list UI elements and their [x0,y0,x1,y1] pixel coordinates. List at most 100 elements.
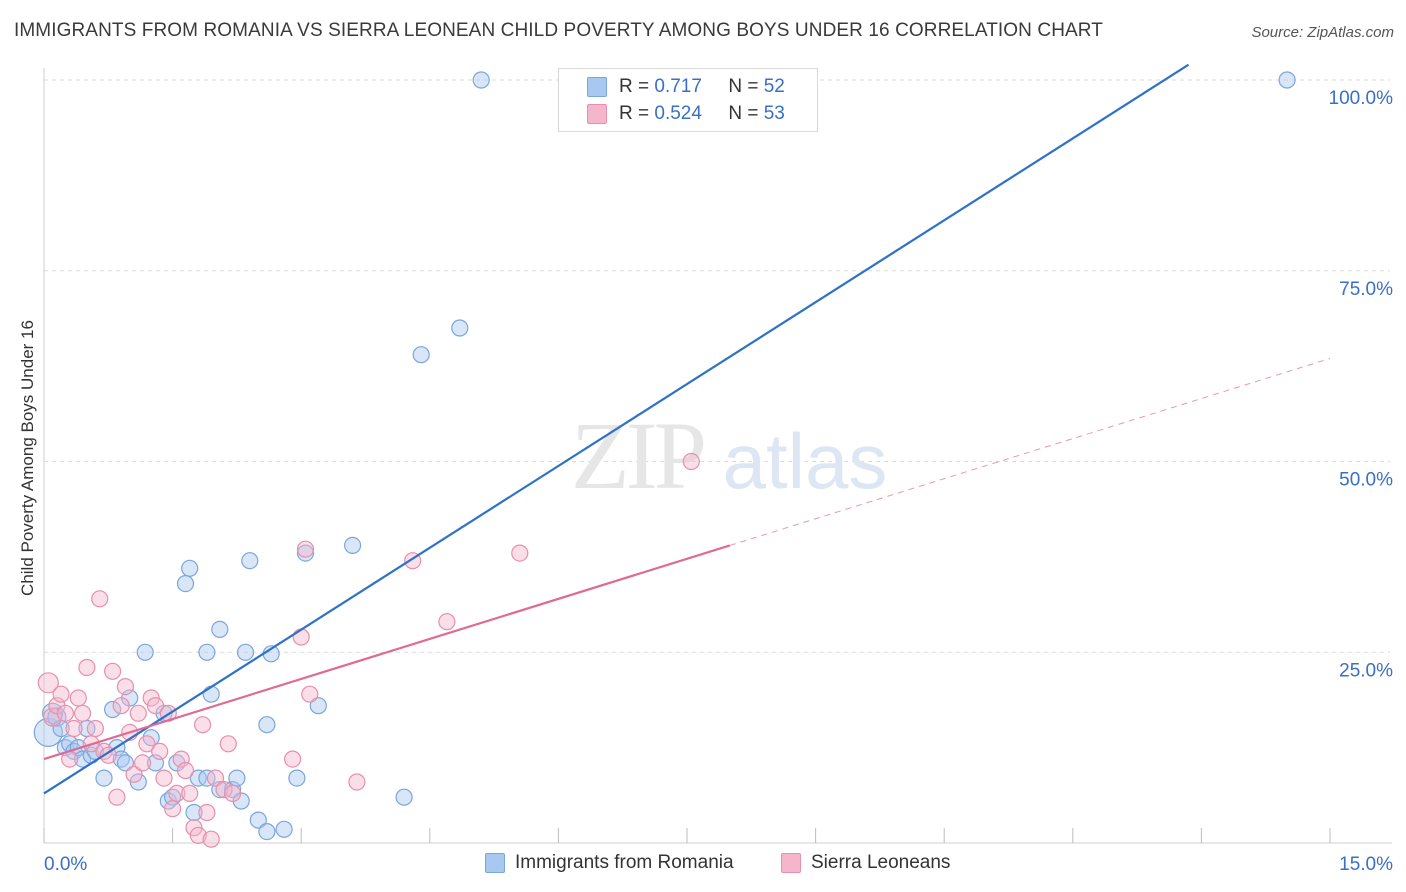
point-romania-53 [1278,71,1296,89]
series-label-romania: Immigrants from Romania [515,852,734,873]
x-tick-label-max: 15.0% [1339,854,1393,875]
point-romania-26 [176,574,195,593]
point-sierra-leone-35 [189,826,207,845]
y-tick-label-25: 25.0% [1339,660,1393,681]
point-sierra-leone-3 [52,685,70,703]
correlation-legend: R = 0.717 N = 52 R = 0.524 N = 53 [558,68,818,132]
point-sierra-leone-51 [682,452,700,471]
point-sierra-leone-45 [296,540,315,558]
point-romania-52 [472,71,490,89]
chart-source: Source: ZipAtlas.com [1251,24,1394,41]
series-legend: Immigrants from Romania Sierra Leoneans [0,852,1406,878]
point-sierra-leone-40 [215,780,233,799]
point-sierra-leone-7 [69,689,87,707]
legend-swatch-sierra-leone [587,104,607,124]
legend-n-label: N = [728,103,759,124]
y-tick-label-100: 100.0% [1329,88,1394,109]
point-romania-34 [211,620,229,639]
point-sierra-leone-16 [108,788,126,806]
point-romania-27 [181,559,199,577]
point-romania-31 [198,643,216,661]
point-romania-36 [228,769,246,787]
point-sierra-leone-41 [219,735,237,753]
legend-r-value-sierra-leone: 0.524 [654,103,702,124]
point-romania-47 [309,697,327,715]
legend-swatch-romania [587,77,607,97]
watermark-zip: ZIP [571,402,704,509]
legend-r-value-romania: 0.717 [654,76,702,97]
legend-text-romania: R = 0.717 N = 52 [619,76,785,98]
point-sierra-leone-30 [168,784,186,803]
trendline-extension-sierra-leone [729,358,1331,546]
point-romania-19 [136,643,154,661]
trend-layer [43,63,1331,795]
point-sierra-leone-50 [511,544,529,562]
series-swatch-sierra-leone [781,853,801,873]
point-romania-42 [258,822,276,841]
legend-n-value-romania: 52 [763,76,785,97]
legend-r-label: R = [619,76,650,97]
watermark-atlas: atlas [723,417,888,505]
point-sierra-leone-49 [438,613,456,631]
series-label-sierra-leone: Sierra Leoneans [811,852,951,873]
point-romania-51 [451,319,469,337]
point-sierra-leone-25 [146,697,165,715]
point-sierra-leone-26 [151,742,169,761]
point-sierra-leone-47 [348,773,366,791]
y-axis-label: Child Poverty Among Boys Under 16 [18,320,37,596]
point-sierra-leone-14 [99,746,117,764]
point-sierra-leone-46 [301,685,319,703]
point-romania-8 [73,750,92,768]
axis-layer: 25.0% 50.0% 75.0% 100.0% 0.0% 15.0% [44,88,1393,875]
point-sierra-leone-33 [181,784,199,803]
point-sierra-leone-37 [198,803,216,822]
point-romania-44 [275,820,293,838]
grid-layer [43,68,1392,844]
series-legend-sierra-leone[interactable]: Sierra Leoneans [781,852,950,874]
point-romania-38 [236,643,255,661]
series-legend-romania[interactable]: Immigrants from Romania [485,852,734,874]
y-tick-label-50: 50.0% [1339,470,1393,491]
point-sierra-leone-44 [292,628,310,646]
point-sierra-leone-21 [129,704,147,722]
point-sierra-leone-42 [224,784,242,803]
point-sierra-leone-18 [116,677,135,696]
point-sierra-leone-29 [164,800,182,818]
series-swatch-romania [485,853,505,873]
point-sierra-leone-32 [176,761,195,780]
point-sierra-leone-12 [91,590,109,608]
point-romania-41 [258,716,276,734]
chart-title: IMMIGRANTS FROM ROMANIA VS SIERRA LEONEA… [14,20,1103,41]
point-sierra-leone-6 [65,719,83,738]
point-sierra-leone-23 [138,735,156,753]
point-sierra-leone-8 [73,704,92,722]
trendline-romania [43,63,1190,795]
point-romania-50 [412,346,430,364]
point-romania-46 [296,544,315,562]
point-sierra-leone-38 [202,830,220,848]
trendline-sierra-leone [43,544,731,761]
watermark: ZIP atlas [571,402,887,509]
point-romania-16 [116,754,135,772]
point-sierra-leone-20 [125,765,143,783]
point-sierra-leone-43 [284,750,302,768]
legend-text-sierra-leone: R = 0.524 N = 53 [619,103,785,125]
point-sierra-leone-11 [86,719,105,738]
legend-n-label: N = [728,76,759,97]
point-sierra-leone-27 [155,769,173,787]
point-romania-12 [95,769,113,787]
point-romania-28 [185,803,203,822]
point-romania-49 [395,788,413,806]
point-romania-39 [241,552,259,570]
point-romania-30 [198,769,216,787]
point-sierra-leone-4 [56,704,75,722]
point-sierra-leone-0 [37,672,59,694]
point-romania-13 [103,700,122,719]
points-layer [33,71,1296,848]
point-sierra-leone-39 [206,769,225,787]
point-sierra-leone-15 [103,662,122,680]
point-sierra-leone-36 [194,716,212,734]
legend-n-value-sierra-leone: 53 [763,103,785,124]
point-romania-32 [202,685,220,703]
